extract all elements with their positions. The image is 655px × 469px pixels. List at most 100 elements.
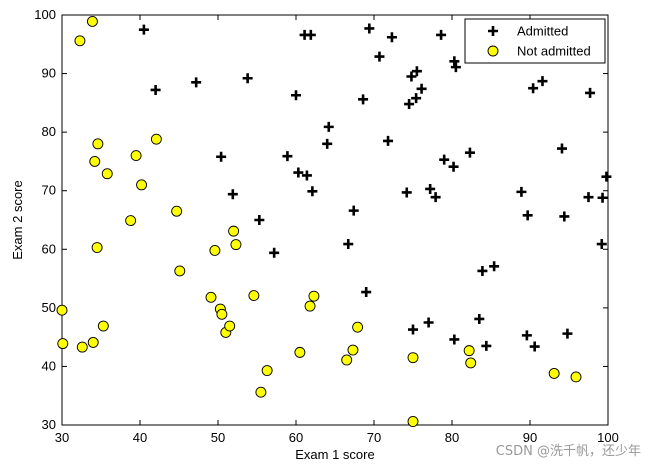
admitted-point [481,340,492,351]
y-tick-label: 80 [42,124,56,139]
legend-label: Not admitted [517,44,591,59]
admitted-point [242,73,253,84]
x-tick-label: 100 [597,430,619,445]
admitted-point [386,32,397,43]
y-tick-label: 70 [42,183,56,198]
axis-tick-labels: 30 40 50 60 70 80 90 100 30 40 50 60 70 80 90 100 [34,7,619,445]
admitted-point [408,324,418,335]
not-admitted-point [130,150,142,162]
legend-label: Admitted [517,24,568,39]
admitted-point [282,151,293,162]
admitted-point [254,215,265,225]
not-admitted-point [465,357,477,369]
legend-marker-not-admitted [487,45,499,57]
legend: Admitted Not admitted [464,18,606,64]
admitted-point [227,189,238,200]
not-admitted-point [352,321,364,333]
admitted-point [585,87,596,98]
y-tick-label: 30 [42,417,56,432]
not-admitted-point [56,304,68,316]
admitted-point [529,341,540,352]
admitted-point [416,83,427,94]
admitted-point [364,23,375,34]
admitted-point [562,328,573,339]
y-tick-label: 50 [42,300,56,315]
admitted-point [374,51,385,62]
admitted-point [596,239,607,250]
admitted-point [411,66,422,77]
admitted-point [423,317,434,328]
not-admitted-point [209,245,221,256]
not-admitted-point [407,416,419,427]
not-admitted-point [230,239,242,251]
x-tick-label: 30 [55,430,69,445]
not-admitted-point [89,155,101,167]
not-admitted-point [125,215,137,227]
admitted-point [474,313,485,324]
not-admitted-point [87,336,99,348]
admitted-point [477,265,488,276]
admitted-point [436,29,447,40]
admitted-point [383,135,394,146]
not-admitted-point [205,291,217,303]
y-tick-label: 60 [42,241,56,256]
watermark: CSDN @洗千帆，还少年 [495,444,641,459]
admitted-point [269,247,280,258]
not-admitted-point [570,371,582,383]
not-admitted-point [308,290,320,302]
admitted-point [439,154,450,165]
admitted-point [411,93,422,104]
y-tick-label: 40 [42,358,56,373]
admitted-point [301,170,312,181]
admitted-point [449,334,460,345]
admitted-point [150,84,161,95]
y-axis-title: Exam 2 score [10,180,25,259]
admitted-point [293,167,304,178]
admitted-point [291,90,301,101]
not-admitted-point [224,320,236,332]
plot-area [61,14,609,426]
not-admitted-point [407,352,419,364]
admitted-point [191,77,202,88]
x-tick-label: 40 [133,430,147,445]
admitted-point [528,83,539,94]
admitted-point [216,151,227,162]
admitted-point [305,29,316,40]
not-admitted-point [304,300,316,312]
x-tick-label: 60 [289,430,303,445]
not-admitted-point [101,168,113,180]
not-admitted-point [171,205,183,217]
admitted-point [425,183,436,194]
admitted-point [401,187,412,198]
not-admitted-point [91,242,103,253]
admitted-point [449,56,460,67]
admitted-point [516,186,527,197]
admitted-point [307,186,318,197]
not-admitted-point [74,35,86,47]
admitted-point [450,62,461,73]
not-admitted-point [97,320,109,332]
admitted-point [522,210,533,221]
data-points [56,15,612,427]
x-tick-label: 90 [523,430,537,445]
not-admitted-point [255,386,267,398]
legend-marker-admitted [488,26,498,36]
admitted-point [361,287,372,298]
admitted-point [358,94,369,105]
admitted-point [348,205,359,216]
x-axis-title: Exam 1 score [295,447,374,462]
not-admitted-point [86,15,98,27]
admitted-point [406,71,417,82]
y-tick-label: 100 [34,7,56,22]
admitted-point [430,192,441,203]
not-admitted-point [548,368,560,379]
admitted-point [343,239,354,250]
not-admitted-point [92,138,104,150]
not-admitted-point [347,344,359,356]
not-admitted-point [150,133,162,145]
admitted-point [601,171,612,182]
legend-box [464,18,606,64]
admitted-point [521,330,532,341]
x-tick-label: 50 [211,430,225,445]
